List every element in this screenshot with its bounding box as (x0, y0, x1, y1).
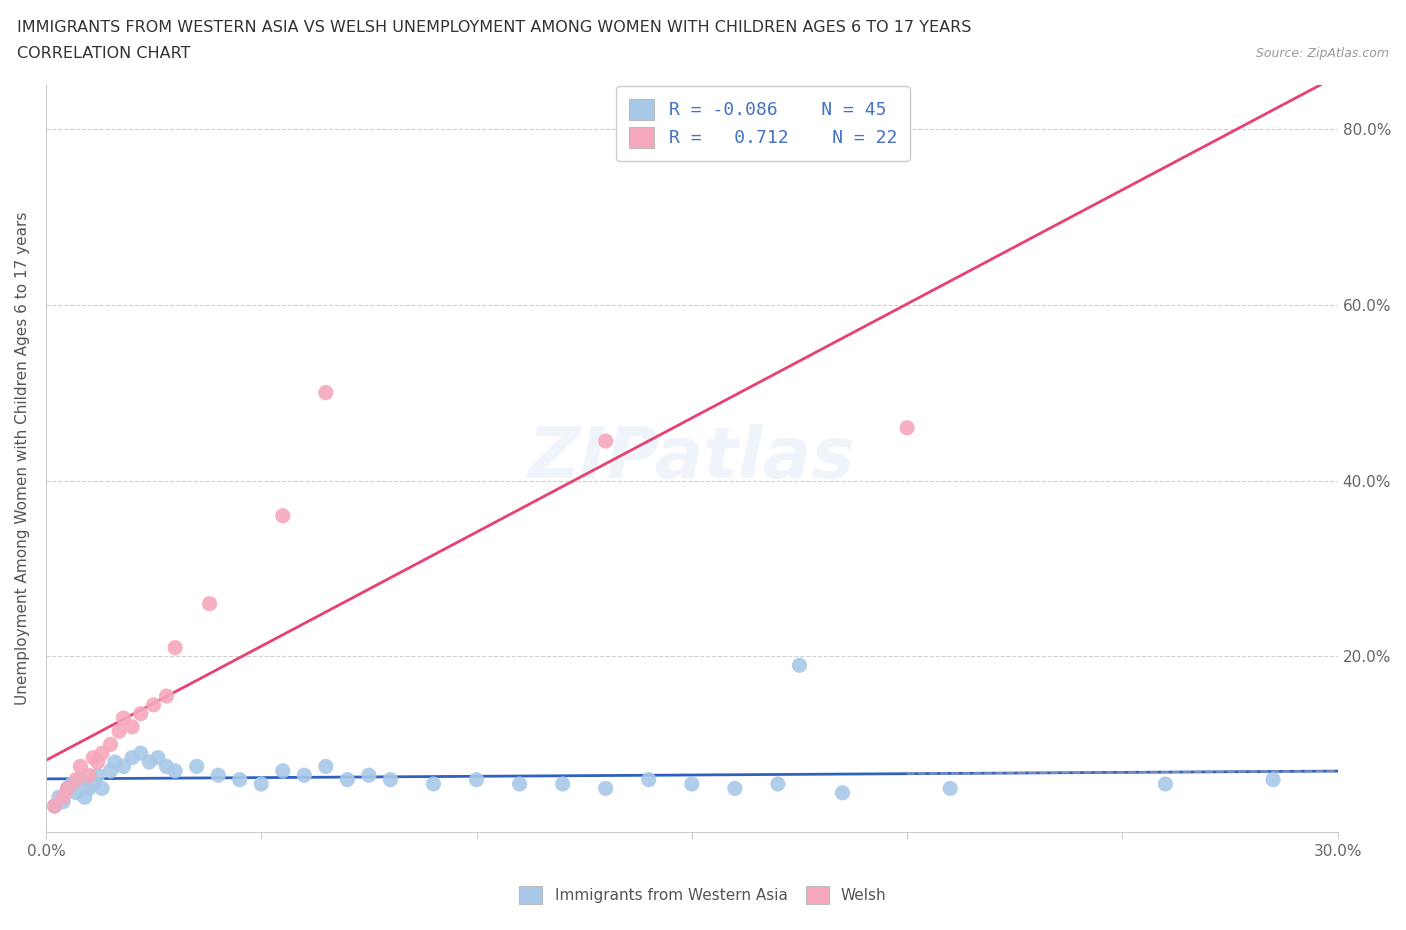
Point (789, 658, 811, 672)
Point (129, 706, 152, 721)
Legend: R = -0.086    N = 45, R =   0.712    N = 22: R = -0.086 N = 45, R = 0.712 N = 22 (616, 86, 910, 161)
Point (56, 781, 79, 796)
Point (939, 781, 962, 796)
Point (44, 799, 66, 814)
Point (831, 785, 853, 800)
Y-axis label: Unemployment Among Women with Children Ages 6 to 17 years: Unemployment Among Women with Children A… (15, 212, 30, 705)
Point (465, 772, 488, 787)
Point (1261, 772, 1284, 787)
Text: CORRELATION CHART: CORRELATION CHART (17, 46, 190, 61)
Point (44, 799, 66, 814)
Point (165, 640, 187, 655)
Point (422, 777, 444, 791)
Point (292, 768, 315, 783)
Point (112, 759, 135, 774)
Point (52, 794, 75, 809)
Point (77, 781, 100, 796)
Point (82, 751, 104, 765)
Point (69, 772, 91, 787)
Point (100, 764, 122, 778)
Point (681, 777, 703, 791)
Point (73, 790, 96, 804)
Text: Source: ZipAtlas.com: Source: ZipAtlas.com (1256, 46, 1389, 60)
Point (86, 768, 108, 783)
Point (65, 772, 87, 787)
Point (138, 754, 160, 769)
Point (271, 509, 294, 524)
Point (129, 746, 152, 761)
Point (155, 759, 177, 774)
Point (315, 759, 337, 774)
Point (86, 754, 108, 769)
Point (250, 777, 273, 791)
Point (271, 764, 294, 778)
Point (207, 768, 229, 783)
Point (357, 768, 380, 783)
Point (69, 759, 91, 774)
Point (100, 737, 122, 751)
Point (228, 772, 250, 787)
Point (104, 754, 127, 769)
Point (595, 781, 617, 796)
Point (65, 785, 87, 800)
Point (551, 777, 574, 791)
Point (766, 777, 789, 791)
Point (56, 781, 79, 796)
Point (165, 764, 187, 778)
Point (91, 746, 114, 761)
Point (91, 781, 114, 796)
Point (315, 385, 337, 400)
Point (336, 772, 359, 787)
Point (1154, 777, 1177, 791)
Point (155, 688, 177, 703)
Point (142, 698, 165, 712)
Point (509, 777, 531, 791)
Legend: Immigrants from Western Asia, Welsh: Immigrants from Western Asia, Welsh (512, 878, 894, 911)
Point (198, 596, 221, 611)
Text: ZIPatlas: ZIPatlas (529, 424, 855, 493)
Point (108, 724, 131, 738)
Point (52, 790, 75, 804)
Point (724, 781, 747, 796)
Point (82, 777, 104, 791)
Point (60, 777, 83, 791)
Point (121, 751, 143, 765)
Point (121, 720, 143, 735)
Point (380, 772, 402, 787)
Point (112, 711, 135, 725)
Point (896, 420, 918, 435)
Point (186, 759, 208, 774)
Point (146, 751, 169, 765)
Point (77, 768, 100, 783)
Point (595, 433, 617, 448)
Text: IMMIGRANTS FROM WESTERN ASIA VS WELSH UNEMPLOYMENT AMONG WOMEN WITH CHILDREN AGE: IMMIGRANTS FROM WESTERN ASIA VS WELSH UN… (17, 20, 972, 35)
Point (637, 772, 659, 787)
Point (48, 790, 70, 804)
